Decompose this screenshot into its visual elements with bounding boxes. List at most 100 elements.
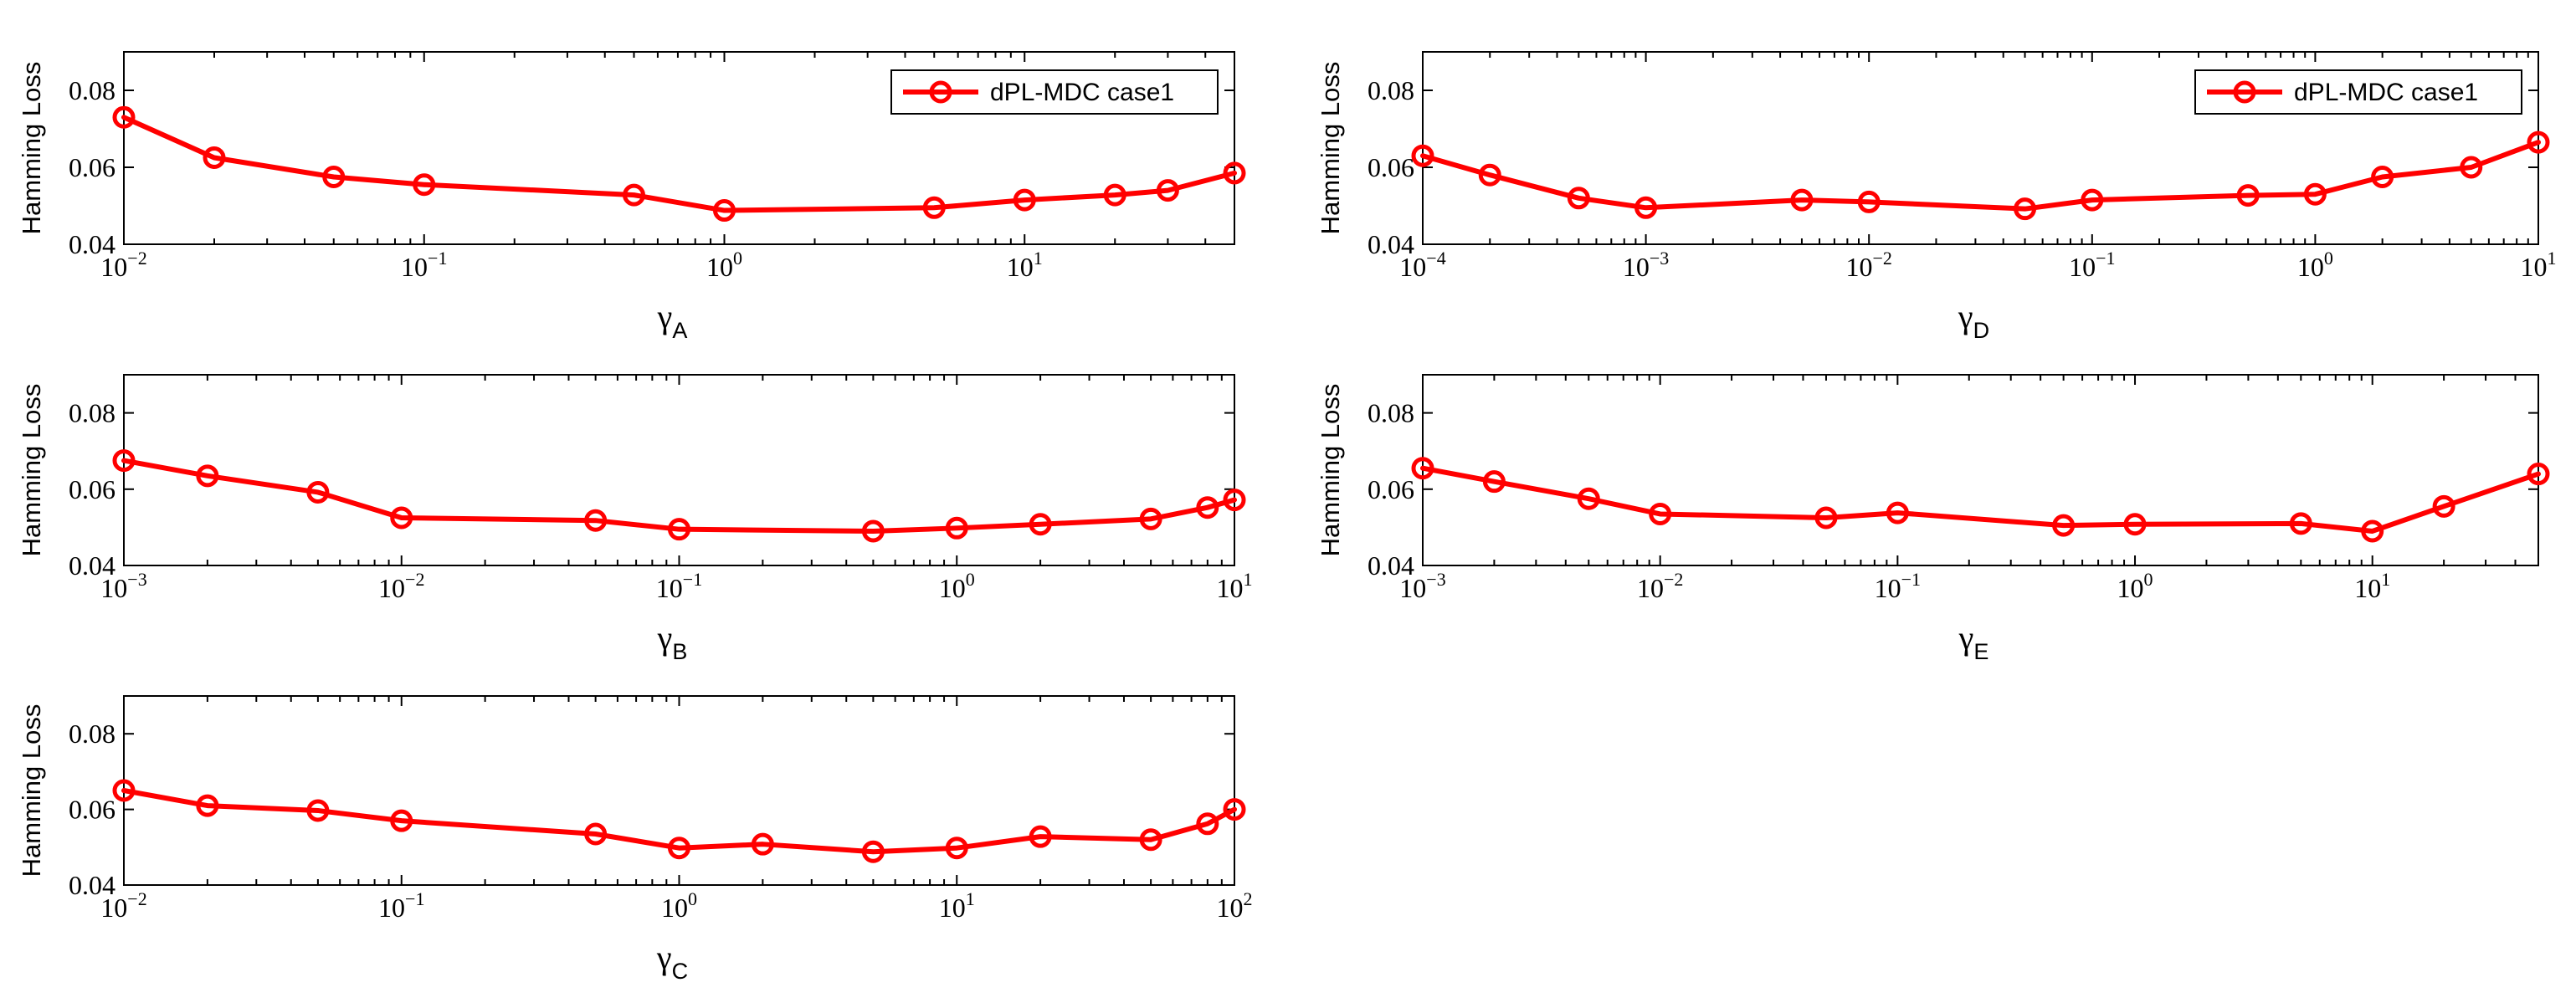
x-tick-base: 10 [1217, 573, 1244, 603]
data-point-marker [413, 173, 436, 197]
x-tick-exponent: −4 [1426, 248, 1445, 269]
data-point-marker [1577, 487, 1600, 510]
y-axis-label: Hamming Loss [17, 62, 46, 235]
y-tick-label: 0.08 [1368, 398, 1414, 428]
x-tick-exponent: −3 [127, 569, 146, 590]
x-tick-base: 10 [661, 893, 688, 923]
x-tick-base: 10 [2297, 252, 2324, 282]
x-tick-exponent: 1 [2548, 248, 2557, 269]
legend-marker [929, 80, 952, 104]
data-point-marker [196, 464, 219, 488]
data-point-marker [623, 183, 646, 207]
data-point-marker [2236, 184, 2260, 207]
y-axis-label: Hamming Loss [17, 704, 46, 878]
x-tick-exponent: 2 [1244, 888, 1253, 909]
x-tick-exponent: 1 [1034, 248, 1043, 269]
x-axis-subscript: D [1973, 318, 1990, 343]
data-point-marker [1411, 144, 1434, 167]
x-tick-base: 10 [401, 252, 428, 282]
x-axis-symbol: γ [1958, 298, 1973, 335]
data-point-marker [922, 196, 946, 219]
y-axis-label: Hamming Loss [1316, 62, 1345, 235]
data-point-marker [1886, 501, 1909, 524]
x-tick-exponent: −2 [1664, 569, 1683, 590]
data-point-marker [1196, 496, 1219, 519]
x-axis-symbol: γ [657, 298, 673, 335]
data-point-marker [751, 832, 774, 856]
data-point-marker [2289, 512, 2312, 535]
x-tick-exponent: 0 [733, 248, 742, 269]
x-axis-subscript: C [672, 959, 689, 984]
data-point-marker [390, 809, 413, 832]
x-tick-exponent: 0 [2324, 248, 2333, 269]
x-tick-label: 10−1 [2069, 248, 2115, 282]
data-point-marker [1223, 161, 1246, 185]
y-tick-label: 0.06 [1368, 152, 1414, 182]
data-point-marker [945, 837, 968, 860]
x-tick-label: 100 [939, 569, 975, 603]
legend: dPL-MDC case1 [2194, 69, 2522, 115]
data-point-marker [2371, 166, 2394, 188]
x-tick-exponent: −2 [127, 248, 146, 269]
x-tick-base: 10 [1399, 573, 1426, 603]
data-point-marker [1857, 190, 1881, 213]
x-tick-label: 101 [2521, 248, 2557, 282]
x-tick-base: 10 [2521, 252, 2548, 282]
x-tick-base: 10 [378, 893, 405, 923]
x-tick-label: 101 [1217, 569, 1253, 603]
x-tick-exponent: −1 [2096, 248, 2115, 269]
x-tick-exponent: −1 [428, 248, 447, 269]
data-point-marker [2303, 182, 2327, 206]
data-point-marker [861, 840, 885, 863]
data-point-marker [112, 449, 136, 473]
plot-frame [1422, 374, 2539, 566]
x-tick-base: 10 [100, 893, 127, 923]
y-tick-label: 0.06 [1368, 474, 1414, 504]
x-tick-label: 100 [706, 248, 742, 282]
x-tick-exponent: −2 [127, 888, 146, 909]
data-point-marker [1411, 457, 1434, 480]
x-tick-label: 101 [939, 888, 975, 923]
x-tick-exponent: 1 [2381, 569, 2390, 590]
data-point-marker [1223, 798, 1246, 821]
x-tick-base: 10 [939, 893, 966, 923]
data-point-marker [861, 519, 885, 543]
x-tick-base: 10 [1623, 252, 1650, 282]
data-point-marker [712, 199, 736, 223]
x-tick-base: 10 [706, 252, 733, 282]
data-point-marker [306, 480, 330, 504]
x-tick-exponent: −1 [405, 888, 424, 909]
plot-frame [123, 51, 1235, 245]
data-point-marker [1103, 183, 1126, 207]
series-line [1420, 465, 2541, 534]
x-tick-label: 10−3 [100, 569, 146, 603]
x-tick-label: 10−2 [1845, 248, 1891, 282]
data-point-marker [306, 799, 330, 822]
x-tick-label: 10−3 [1399, 569, 1445, 603]
x-tick-base: 10 [100, 252, 127, 282]
y-tick-label: 0.08 [69, 719, 115, 749]
data-point-marker [322, 166, 346, 188]
x-axis-symbol: γ [1958, 619, 1974, 657]
x-tick-exponent: 1 [1244, 569, 1253, 590]
data-point-marker [390, 506, 413, 530]
series-line [121, 115, 1237, 213]
x-tick-exponent: −2 [405, 569, 424, 590]
x-axis-label: γD [1958, 298, 1989, 343]
data-point-marker [2460, 156, 2483, 179]
x-axis-label: γA [657, 298, 688, 343]
x-axis-label: γC [656, 939, 688, 984]
data-point-marker [112, 105, 136, 129]
x-tick-base: 10 [2354, 573, 2381, 603]
legend: dPL-MDC case1 [890, 69, 1219, 115]
data-point-marker [2361, 519, 2384, 543]
x-tick-base: 10 [2069, 252, 2096, 282]
y-axis-label: Hamming Loss [17, 384, 46, 557]
x-axis-subscript: E [1973, 639, 1988, 664]
x-axis-label: γB [657, 619, 688, 664]
y-tick-label: 0.04 [1368, 229, 1414, 259]
data-point-marker [2081, 188, 2104, 212]
